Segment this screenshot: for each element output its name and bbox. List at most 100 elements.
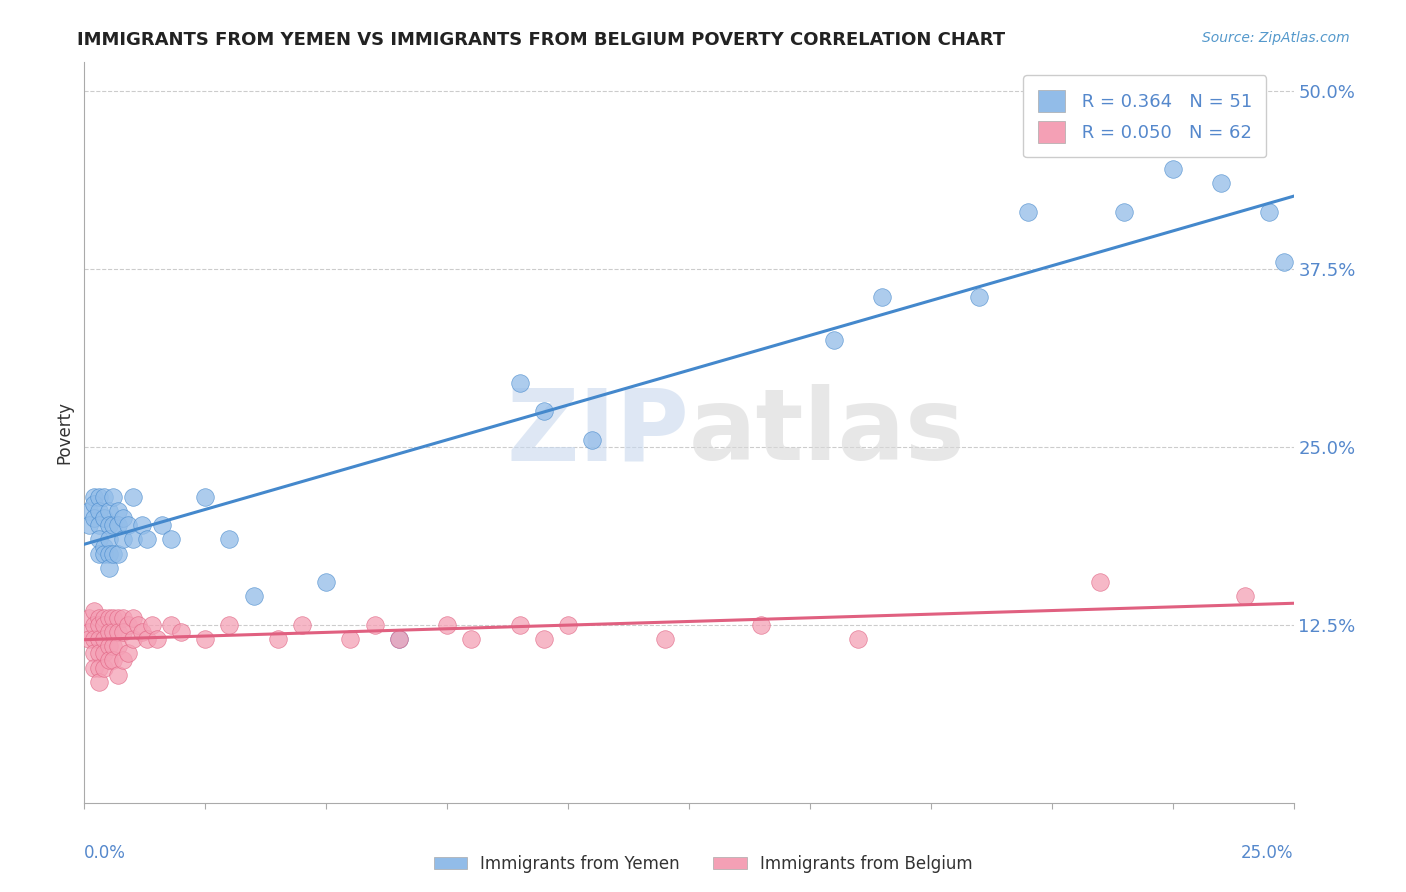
- Point: [218, 617, 240, 632]
- Point: [242, 590, 264, 604]
- Point: [218, 533, 240, 547]
- Point: [509, 617, 531, 632]
- Text: ZIP: ZIP: [506, 384, 689, 481]
- Point: [823, 333, 845, 347]
- Point: [131, 624, 153, 639]
- Point: [97, 547, 120, 561]
- Point: [127, 617, 149, 632]
- Point: [107, 624, 129, 639]
- Point: [146, 632, 169, 646]
- Point: [1272, 254, 1295, 268]
- Point: [93, 617, 115, 632]
- Point: [83, 660, 105, 674]
- Point: [107, 504, 129, 518]
- Point: [103, 639, 125, 653]
- Point: [83, 617, 105, 632]
- Point: [93, 547, 115, 561]
- Point: [103, 547, 125, 561]
- Point: [112, 610, 135, 624]
- Point: [1234, 590, 1257, 604]
- Point: [533, 404, 555, 418]
- Point: [77, 504, 100, 518]
- Point: [1209, 177, 1232, 191]
- Point: [87, 547, 110, 561]
- Point: [117, 646, 139, 660]
- Point: [97, 639, 120, 653]
- Point: [87, 518, 110, 533]
- Point: [291, 617, 314, 632]
- Point: [872, 290, 894, 304]
- Point: [1258, 205, 1281, 219]
- Point: [136, 632, 159, 646]
- Point: [112, 624, 135, 639]
- Point: [93, 610, 115, 624]
- Point: [388, 632, 411, 646]
- Point: [160, 617, 183, 632]
- Point: [87, 646, 110, 660]
- Point: [112, 511, 135, 525]
- Text: 0.0%: 0.0%: [84, 844, 127, 862]
- Point: [509, 376, 531, 390]
- Point: [967, 290, 990, 304]
- Point: [388, 632, 411, 646]
- Point: [93, 660, 115, 674]
- Point: [107, 639, 129, 653]
- Point: [107, 610, 129, 624]
- Point: [93, 632, 115, 646]
- Point: [83, 646, 105, 660]
- Point: [363, 617, 385, 632]
- Text: IMMIGRANTS FROM YEMEN VS IMMIGRANTS FROM BELGIUM POVERTY CORRELATION CHART: IMMIGRANTS FROM YEMEN VS IMMIGRANTS FROM…: [77, 31, 1005, 49]
- Point: [533, 632, 555, 646]
- Point: [77, 624, 100, 639]
- Point: [87, 674, 110, 689]
- Point: [97, 653, 120, 667]
- Point: [93, 540, 115, 554]
- Point: [460, 632, 482, 646]
- Text: Source: ZipAtlas.com: Source: ZipAtlas.com: [1202, 31, 1350, 45]
- Point: [121, 632, 143, 646]
- Point: [83, 632, 105, 646]
- Point: [107, 667, 129, 681]
- Point: [1114, 205, 1136, 219]
- Point: [97, 610, 120, 624]
- Point: [557, 617, 579, 632]
- Point: [654, 632, 676, 646]
- Legend: Immigrants from Yemen, Immigrants from Belgium: Immigrants from Yemen, Immigrants from B…: [427, 848, 979, 880]
- Text: 25.0%: 25.0%: [1241, 844, 1294, 862]
- Point: [112, 533, 135, 547]
- Point: [846, 632, 869, 646]
- Point: [87, 490, 110, 504]
- Y-axis label: Poverty: Poverty: [55, 401, 73, 464]
- Point: [83, 511, 105, 525]
- Point: [97, 504, 120, 518]
- Point: [150, 518, 173, 533]
- Point: [1161, 162, 1184, 177]
- Point: [117, 617, 139, 632]
- Point: [87, 610, 110, 624]
- Point: [103, 518, 125, 533]
- Point: [267, 632, 290, 646]
- Legend:  R = 0.364   N = 51,  R = 0.050   N = 62: R = 0.364 N = 51, R = 0.050 N = 62: [1024, 75, 1267, 157]
- Text: atlas: atlas: [689, 384, 966, 481]
- Point: [93, 511, 115, 525]
- Point: [107, 518, 129, 533]
- Point: [97, 518, 120, 533]
- Point: [141, 617, 163, 632]
- Point: [83, 490, 105, 504]
- Point: [103, 624, 125, 639]
- Point: [339, 632, 361, 646]
- Point: [87, 617, 110, 632]
- Point: [194, 490, 217, 504]
- Point: [1088, 575, 1111, 590]
- Point: [194, 632, 217, 646]
- Point: [103, 610, 125, 624]
- Point: [160, 533, 183, 547]
- Point: [93, 490, 115, 504]
- Point: [97, 561, 120, 575]
- Point: [77, 518, 100, 533]
- Point: [121, 533, 143, 547]
- Point: [93, 646, 115, 660]
- Point: [107, 547, 129, 561]
- Point: [136, 533, 159, 547]
- Point: [1017, 205, 1039, 219]
